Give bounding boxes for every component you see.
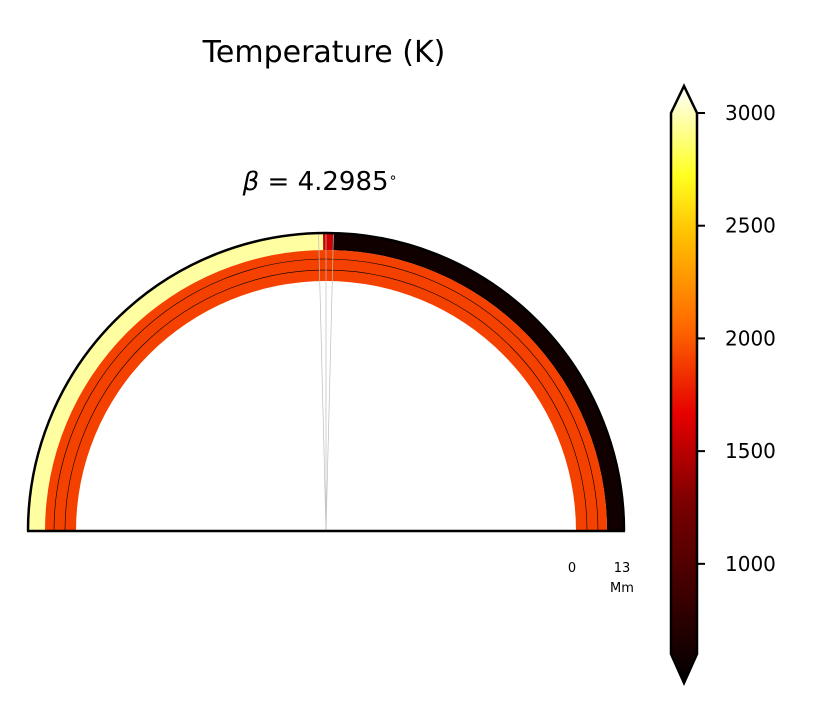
- chart-title: Temperature (K): [202, 35, 446, 70]
- colorbar-tick-label: 2500: [725, 214, 776, 238]
- scale-end-label: 13: [614, 561, 631, 576]
- radial-scale: 0 13 Mm: [568, 561, 634, 596]
- nightside-band: [332, 233, 624, 531]
- colorbar: 1000 1500 2000 2500 3000: [669, 83, 776, 687]
- ray-line: [318, 233, 327, 531]
- colorbar-tick-label: 1500: [725, 439, 776, 463]
- scale-start-label: 0: [568, 561, 576, 576]
- dayside-band: [28, 233, 324, 531]
- colorbar-body: [669, 83, 699, 687]
- beta-degree: ∘: [389, 170, 398, 186]
- beta-value: = 4.2985: [259, 167, 388, 197]
- plot-outline: [26, 231, 626, 531]
- scale-unit-label: Mm: [610, 581, 634, 596]
- colorbar-tick-label: 2000: [725, 326, 776, 350]
- beta-subtitle: β = 4.2985∘: [242, 167, 398, 197]
- ray-line: [325, 233, 334, 531]
- terminator-band: [323, 233, 334, 251]
- colorbar-tick-label: 3000: [725, 101, 776, 125]
- lower-shell-band: [45, 250, 607, 531]
- colorbar-tick-label: 1000: [725, 552, 776, 576]
- atmosphere-plot: [26, 231, 626, 531]
- colorbar-ticks: 1000 1500 2000 2500 3000: [697, 101, 776, 576]
- beta-symbol: β: [242, 167, 260, 197]
